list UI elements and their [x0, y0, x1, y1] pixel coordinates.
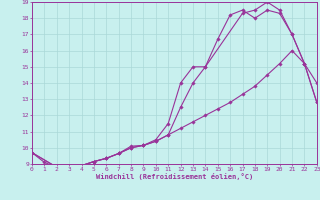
X-axis label: Windchill (Refroidissement éolien,°C): Windchill (Refroidissement éolien,°C) [96, 173, 253, 180]
